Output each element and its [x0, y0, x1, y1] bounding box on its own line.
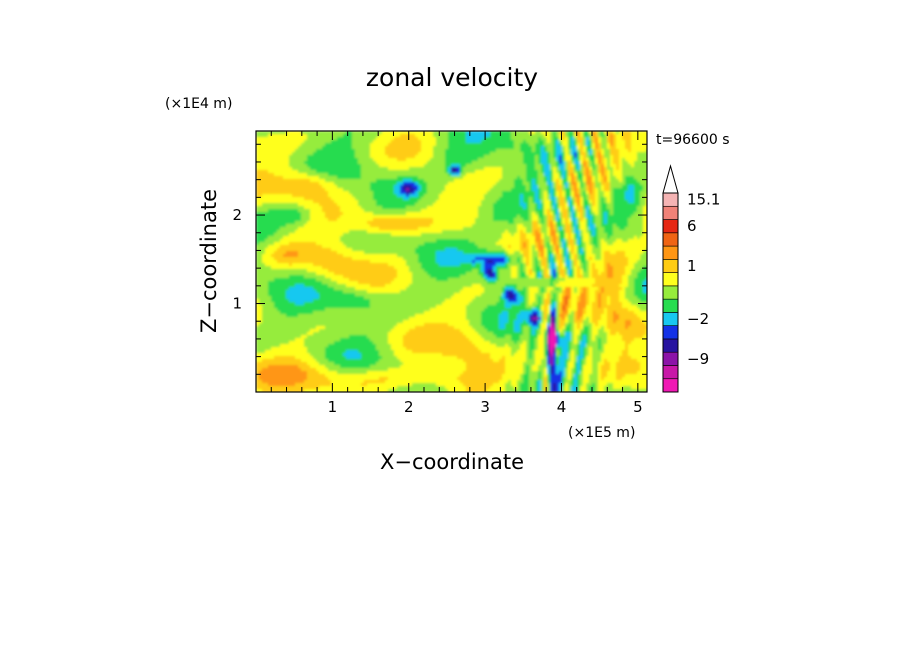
- plot-frame: [255, 130, 648, 393]
- x-tick-label: 3: [480, 398, 490, 416]
- heatmap-field: [256, 131, 647, 392]
- colorbar-level: [662, 205, 679, 220]
- colorbar-label: −9: [687, 350, 709, 368]
- axis-ticks: 1 2 3 4 5 1 2: [232, 131, 647, 416]
- colorbar-level: [662, 351, 679, 366]
- colorbar-label: 1: [687, 257, 697, 275]
- x-axis-label: X−coordinate: [380, 450, 524, 474]
- colorbar-level: [662, 312, 679, 326]
- x-tick-label: 2: [404, 398, 414, 416]
- colorbar-level: [662, 232, 679, 247]
- colorbar-level: [662, 378, 679, 393]
- y-axis-label: Z−coordinate: [197, 189, 221, 333]
- y-tick-label: 2: [232, 206, 242, 224]
- colorbar-level: [662, 245, 679, 260]
- x-unit-label: (×1E5 m): [568, 425, 635, 441]
- colorbar-level: [662, 325, 679, 340]
- colorbar-level: [662, 219, 679, 234]
- y-tick-label: 1: [232, 295, 242, 313]
- colorbar-frame: [662, 192, 679, 393]
- colorbar-level: [662, 285, 679, 300]
- chart-title: zonal velocity: [366, 63, 538, 92]
- x-tick-label: 4: [557, 398, 567, 416]
- colorbar-level: [662, 365, 679, 380]
- colorbar-level: [662, 298, 679, 313]
- colorbar-level: [662, 338, 679, 353]
- colorbar-label: 6: [687, 217, 697, 235]
- colorbar-level: [662, 192, 679, 207]
- colorbar-extend-max: [662, 164, 679, 194]
- time-label: t=96600 s: [656, 132, 730, 148]
- colorbar: 15.1 6 1 −2 −9: [662, 164, 720, 393]
- colorbar-label: 15.1: [687, 191, 720, 209]
- x-tick-label: 1: [328, 398, 338, 416]
- colorbar-level: [662, 259, 679, 273]
- colorbar-level: [662, 272, 679, 287]
- x-tick-label: 5: [633, 398, 643, 416]
- colorbar-label: −2: [687, 310, 709, 328]
- y-unit-label: (×1E4 m): [165, 96, 232, 112]
